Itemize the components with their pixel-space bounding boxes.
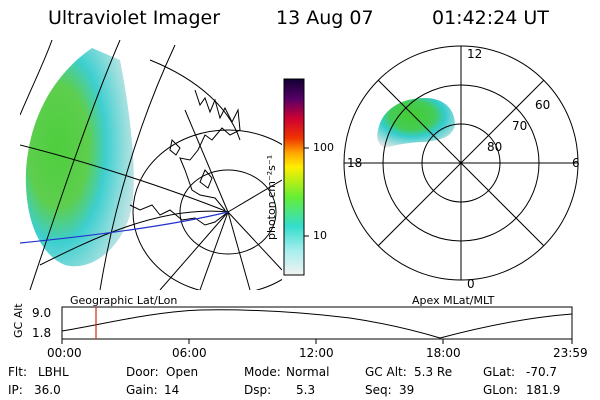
mlt-6: 6	[572, 156, 580, 170]
color-bar	[283, 78, 309, 276]
coastline	[179, 89, 241, 211]
glat-label: GLat:	[483, 365, 516, 379]
aurora-swath	[25, 48, 134, 267]
colorbar-tick-100: 100	[313, 141, 334, 154]
instrument-title: Ultraviolet Imager	[48, 7, 221, 29]
dsp-value: 5.3	[296, 383, 316, 397]
gcalt-value: 5.3 Re	[414, 365, 453, 379]
altitude-ytick-bottom: 1.8	[32, 326, 52, 340]
satellite-track	[20, 211, 229, 244]
time-label: 01:42:24 UT	[432, 7, 549, 29]
xtick-2359: 23:59	[553, 346, 588, 360]
mlt-18: 18	[347, 156, 363, 170]
ip-label: IP:	[8, 383, 23, 397]
mlt-12: 12	[467, 47, 483, 61]
apex-label: Apex MLat/MLT	[412, 294, 495, 307]
xtick-1200: 12:00	[299, 346, 334, 360]
glat-value: -70.7	[526, 365, 558, 379]
gain-label: Gain:	[126, 383, 158, 397]
xtick-0600: 06:00	[172, 346, 207, 360]
lat-80: 80	[487, 140, 503, 154]
mode-value: Normal	[286, 365, 330, 379]
dsp-label: Dsp:	[244, 383, 272, 397]
xtick-0000: 00:00	[47, 346, 82, 360]
polar-aurora	[377, 98, 455, 148]
door-label: Door:	[126, 365, 159, 379]
mode-label: Mode:	[244, 365, 281, 379]
altitude-ytick-top: 9.0	[32, 306, 52, 320]
flt-value: LBHL	[38, 365, 69, 379]
ip-value: 36.0	[34, 383, 61, 397]
gain-value: 14	[164, 383, 180, 397]
glon-value: 181.9	[526, 383, 561, 397]
colorbar-tick-10: 10	[313, 229, 327, 242]
seq-value: 39	[399, 383, 415, 397]
xtick-1800: 18:00	[426, 346, 461, 360]
glon-label: GLon:	[483, 383, 518, 397]
lat-70: 70	[512, 119, 528, 133]
gcalt-label: GC Alt:	[365, 365, 407, 379]
altitude-ylabel: GC Alt	[12, 303, 25, 338]
flt-label: Flt:	[8, 365, 27, 379]
altitude-curve	[61, 309, 573, 339]
mlt-0: 0	[467, 277, 475, 291]
geographic-label: Geographic Lat/Lon	[70, 294, 178, 307]
door-value: Open	[166, 365, 199, 379]
seq-label: Seq:	[365, 383, 392, 397]
date-label: 13 Aug 07	[276, 7, 374, 29]
lat-60: 60	[535, 98, 551, 112]
